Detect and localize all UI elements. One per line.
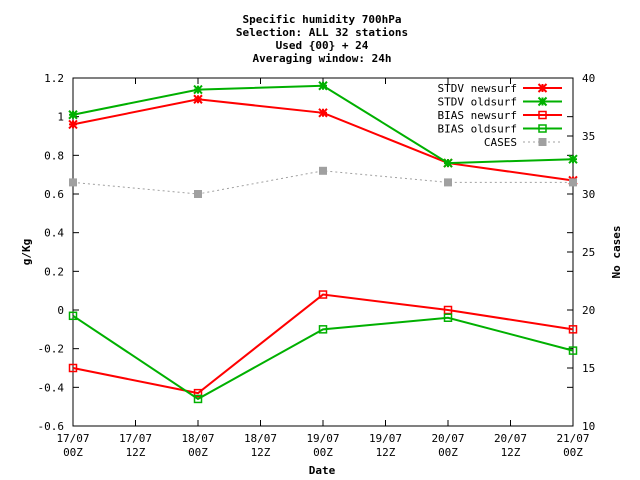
y2-tick-label: 15 (582, 362, 595, 375)
data-point (318, 108, 328, 118)
data-point (69, 178, 77, 187)
x-tick-label-date: 17/07 (119, 432, 152, 445)
data-point (444, 178, 452, 187)
legend-entry: CASES (484, 136, 562, 149)
title-line-1: Specific humidity 700hPa (243, 13, 402, 26)
legend-marker (538, 138, 547, 146)
data-point (193, 394, 203, 404)
y-tick-label: 0 (57, 304, 64, 317)
data-point (194, 190, 202, 198)
y-tick-label: -0.2 (38, 343, 65, 356)
series-layer (68, 81, 578, 404)
data-point (193, 94, 203, 104)
axis-ticks: -0.6 -0.4 -0.2 0 0.2 0.4 0.6 0.8 1 1.2 10 15 20 25 30 3… (38, 72, 596, 459)
data-point (443, 158, 453, 168)
legend-entry: STDV newsurf (438, 82, 562, 95)
x-tick-label-hour: 00Z (313, 446, 333, 459)
x-tick-label-hour: 00Z (438, 446, 458, 459)
y2-tick-label: 40 (582, 72, 595, 85)
data-point (568, 154, 578, 164)
title-line-4: Averaging window: 24h (252, 52, 391, 65)
series-line (72, 314, 574, 401)
data-point (318, 325, 328, 334)
y2-tick-label: 35 (582, 130, 595, 143)
y-tick-label: 0.2 (44, 265, 64, 278)
legend-label: CASES (484, 136, 517, 149)
y-axis-label: g/Kg (20, 239, 33, 266)
series-cases (69, 166, 577, 198)
chart-title: Specific humidity 700hPa Selection: ALL … (236, 13, 408, 65)
y2-tick-label: 10 (582, 420, 595, 433)
x-tick-label-date: 21/07 (556, 432, 589, 445)
y2-axis-label: No cases (610, 226, 623, 279)
x-tick-label-date: 20/07 (431, 432, 464, 445)
x-tick-label-date: 18/07 (181, 432, 214, 445)
series-bias-oldsurf (68, 311, 578, 404)
data-point (568, 325, 578, 334)
data-point (68, 363, 78, 373)
title-line-2: Selection: ALL 32 stations (236, 26, 408, 39)
data-point (318, 81, 328, 91)
x-tick-label-hour: 00Z (188, 446, 208, 459)
data-point (443, 313, 453, 322)
x-tick-label-hour: 12Z (501, 446, 521, 459)
y-tick-label: 1 (57, 111, 64, 124)
x-tick-label-hour: 12Z (251, 446, 271, 459)
legend-label: BIAS newsurf (438, 109, 517, 122)
x-tick-label-date: 20/07 (494, 432, 527, 445)
series-line (72, 293, 574, 395)
legend-marker (537, 96, 548, 107)
x-tick-label-date: 18/07 (244, 432, 277, 445)
legend-label: BIAS oldsurf (438, 123, 517, 136)
legend-marker (537, 83, 548, 93)
series-stdv-oldsurf (68, 81, 578, 168)
data-point (318, 290, 328, 299)
y2-tick-label: 30 (582, 188, 595, 201)
legend-marker (538, 124, 547, 133)
legend-entry: BIAS newsurf (438, 109, 562, 122)
data-point (319, 166, 327, 175)
x-tick-label-date: 19/07 (369, 432, 402, 445)
x-tick-label-hour: 00Z (563, 446, 583, 459)
data-point (68, 119, 78, 130)
x-tick-label-hour: 12Z (376, 446, 396, 459)
title-line-3: Used {00} + 24 (276, 39, 369, 52)
y-tick-label: -0.6 (38, 420, 65, 433)
y-tick-label: 0.8 (44, 149, 64, 162)
legend-label: STDV oldsurf (438, 96, 517, 109)
legend-entry: BIAS oldsurf (438, 123, 562, 136)
series-bias-newsurf (68, 290, 578, 398)
legend-label: STDV newsurf (438, 82, 517, 95)
data-point (193, 388, 203, 398)
data-point (68, 110, 78, 120)
data-point (568, 346, 578, 355)
y2-tick-label: 25 (582, 246, 595, 259)
data-point (68, 311, 78, 321)
data-point (193, 84, 203, 95)
legend-marker (538, 110, 547, 120)
x-tick-label-hour: 00Z (63, 446, 83, 459)
x-axis-label: Date (309, 464, 336, 477)
x-tick-label-date: 19/07 (306, 432, 339, 445)
y2-tick-label: 20 (582, 304, 595, 317)
data-point (569, 178, 577, 187)
y-tick-label: 0.6 (44, 188, 64, 201)
y-tick-label: 0.4 (44, 227, 64, 240)
legend-entry: STDV oldsurf (438, 96, 562, 109)
x-tick-label-hour: 12Z (126, 446, 146, 459)
x-tick-label-date: 17/07 (56, 432, 89, 445)
y-tick-label: -0.4 (38, 381, 65, 394)
y-tick-label: 1.2 (44, 72, 64, 85)
